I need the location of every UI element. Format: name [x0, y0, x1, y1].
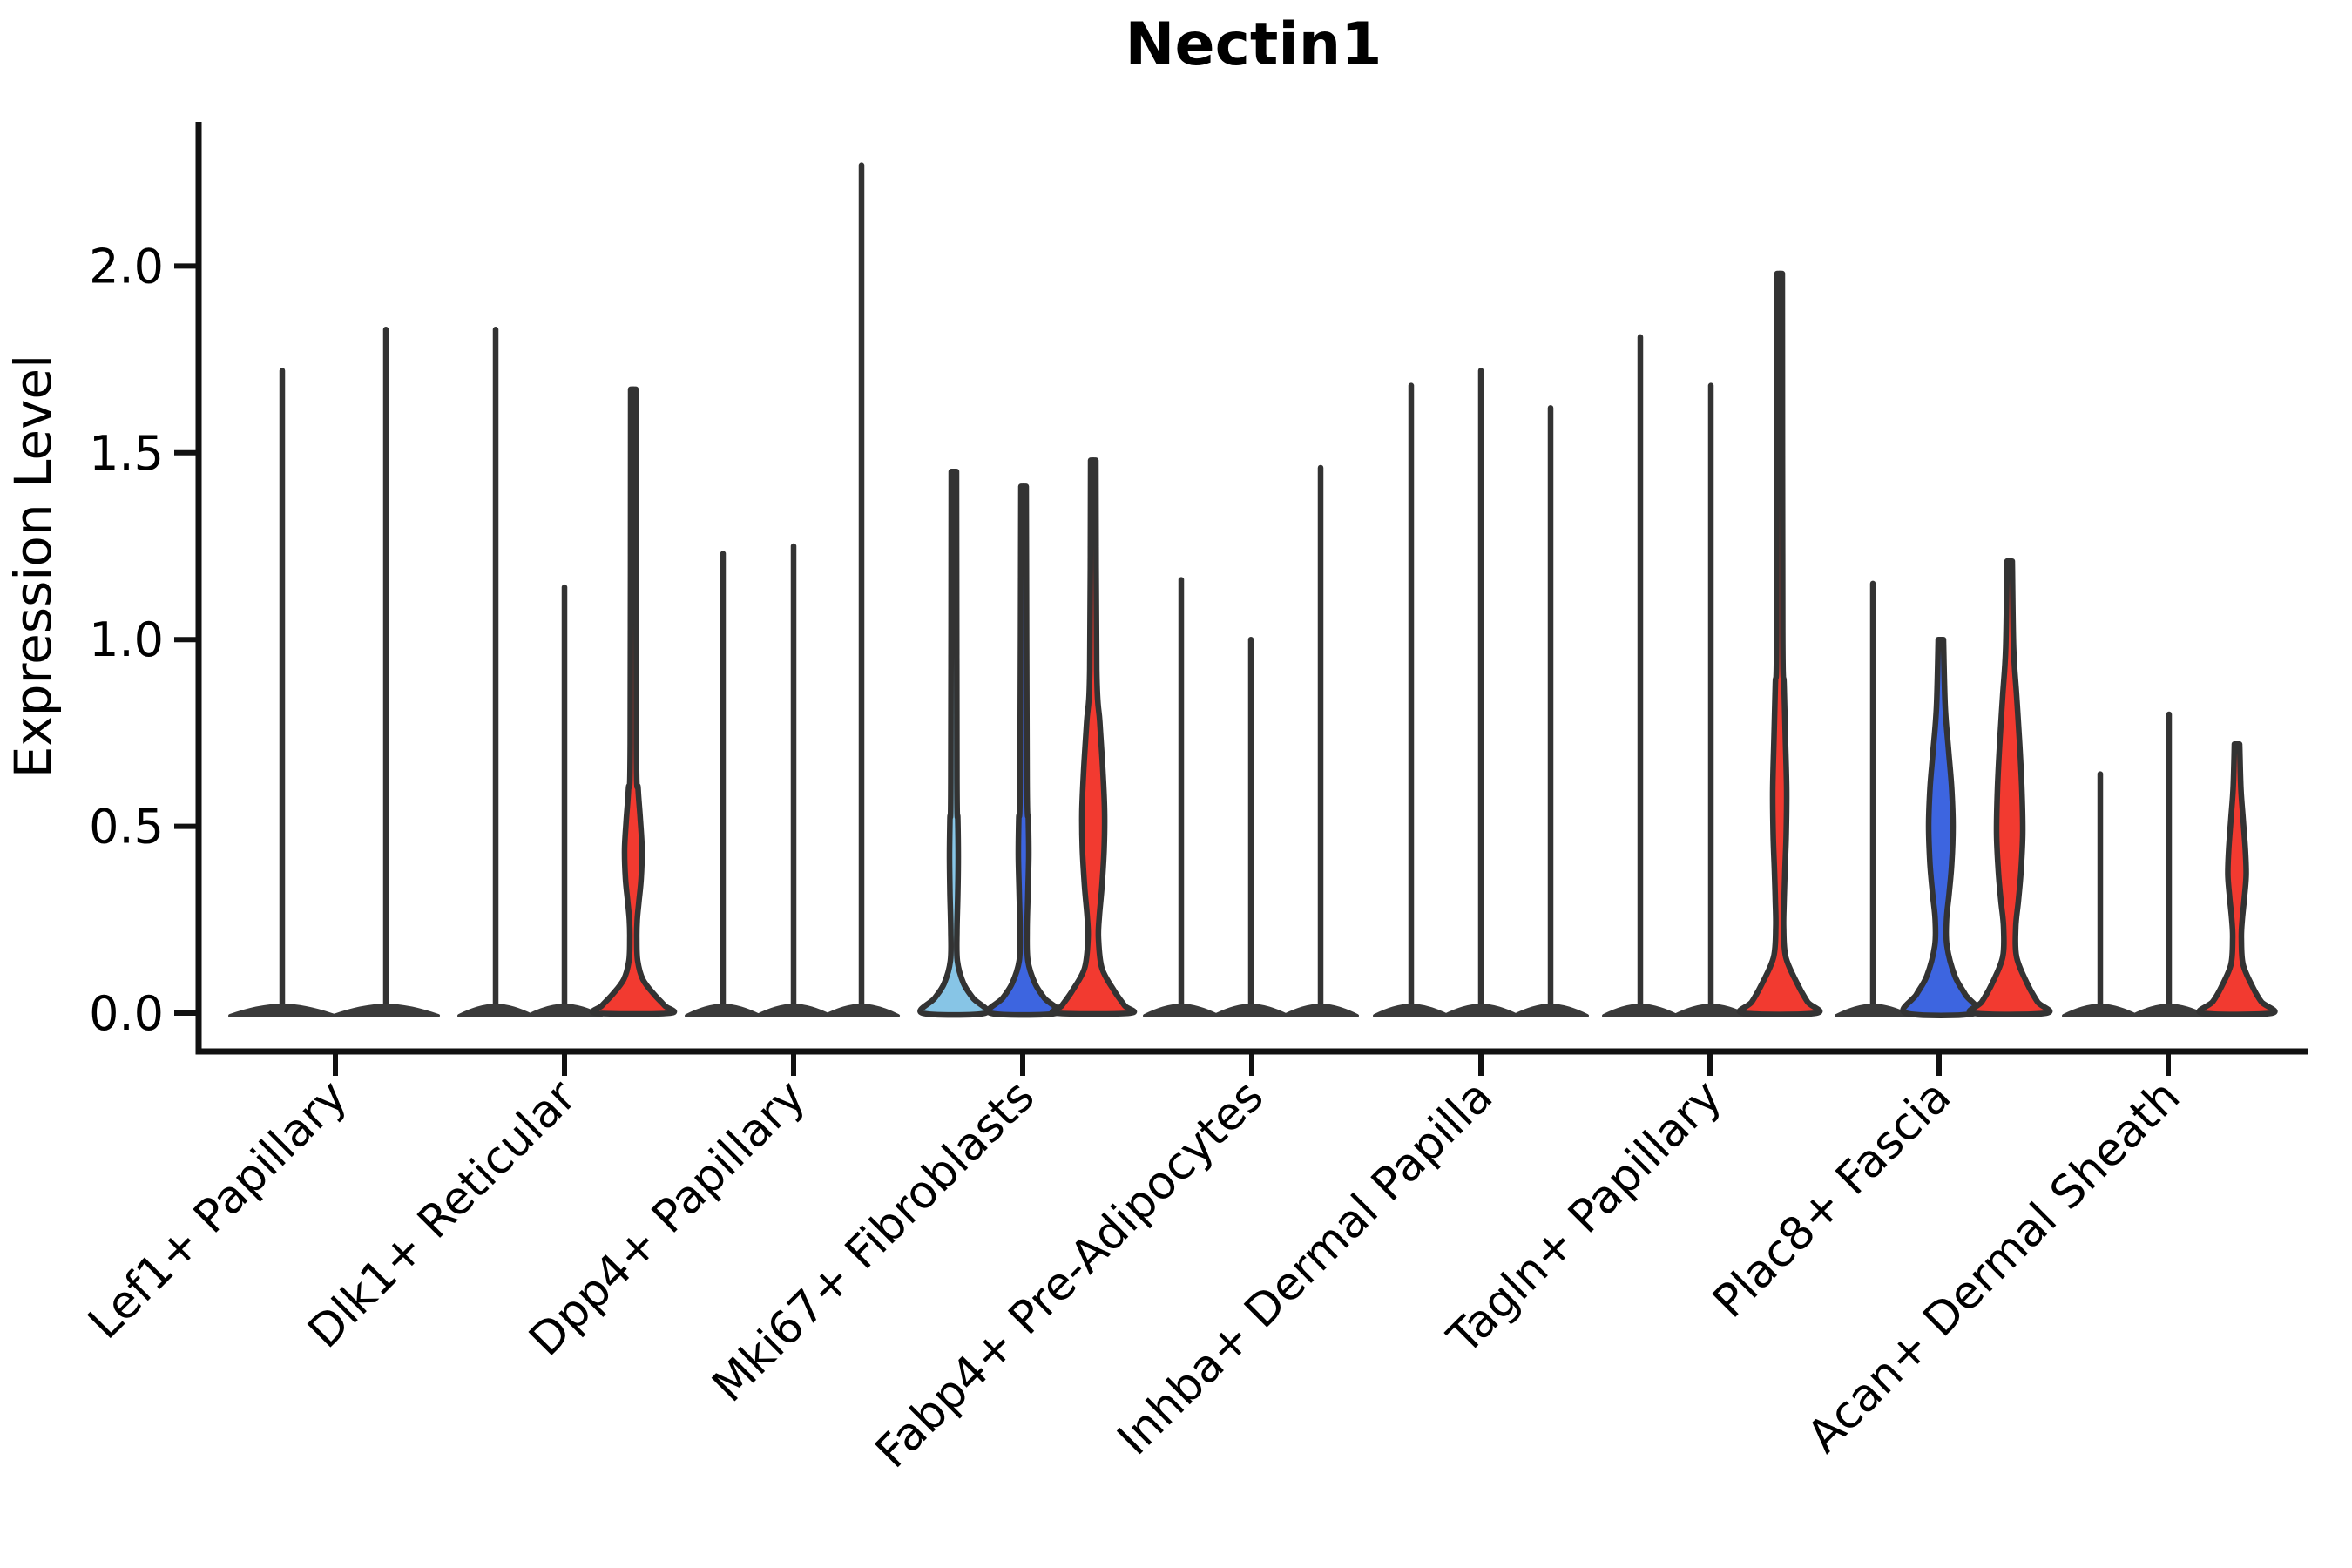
violin-base-1-0	[457, 1004, 534, 1017]
violin-body-6-2	[1736, 270, 1823, 1017]
violin-base-5-1	[1443, 1004, 1519, 1017]
y-tick-label: 0.0	[89, 986, 164, 1041]
violin-base-8-1	[2131, 1004, 2207, 1017]
violin-base-0-1	[332, 1004, 440, 1017]
chart-title: Nectin1	[1125, 10, 1382, 79]
violin-base-2-0	[685, 1004, 761, 1017]
x-tick-label: Plac8+ Fascia	[1703, 1071, 1961, 1328]
violin-body-7-1	[1900, 636, 1982, 1018]
violin-body-7-2	[1966, 558, 2053, 1017]
violin-body-3-1	[985, 483, 1062, 1018]
y-tick-label: 0.5	[89, 800, 164, 855]
violin-body-8-2	[2196, 741, 2278, 1017]
violin-body-3-0	[917, 468, 990, 1018]
violin-body-3-2	[1049, 457, 1138, 1017]
y-tick-label: 1.5	[89, 426, 164, 481]
violin-base-5-0	[1373, 1004, 1450, 1017]
violin-base-6-1	[1673, 1004, 1749, 1017]
y-tick-label: 2.0	[89, 239, 164, 294]
violin-base-7-0	[1835, 1004, 1911, 1017]
violin-base-4-0	[1143, 1004, 1220, 1017]
violin-base-8-0	[2062, 1004, 2139, 1017]
violin-base-4-1	[1213, 1004, 1289, 1017]
axes-spines	[195, 122, 2308, 1055]
x-tick-label: Inhba+ Dermal Papilla	[1108, 1071, 1503, 1465]
violin-base-5-2	[1512, 1004, 1589, 1017]
violin-body-1-2	[589, 386, 678, 1017]
violin-base-2-2	[823, 1004, 900, 1017]
violin-base-4-2	[1282, 1004, 1359, 1017]
violin-base-6-0	[1602, 1004, 1679, 1017]
x-tick-label: Fabp4+ Pre-Adipocytes	[866, 1071, 1274, 1478]
x-tick-label: Acan+ Dermal Sheath	[1798, 1071, 2191, 1463]
violin-base-0-0	[228, 1004, 336, 1017]
y-tick-label: 1.0	[89, 612, 164, 667]
violin-base-2-1	[755, 1004, 832, 1017]
y-axis-label: Expression Level	[3, 355, 63, 778]
